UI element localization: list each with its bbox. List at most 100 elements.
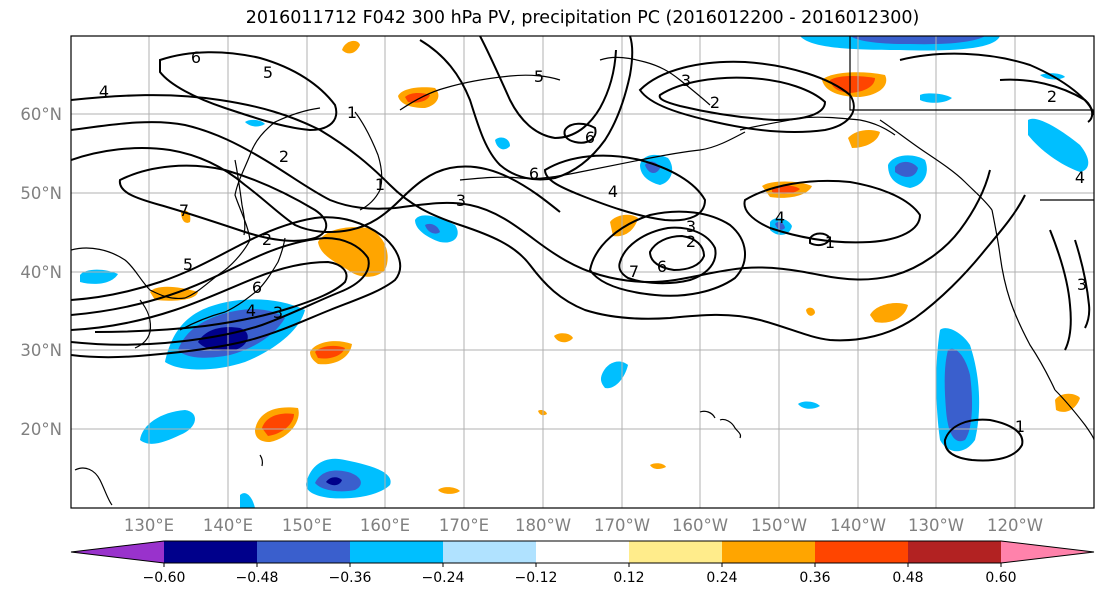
lon-label: 130°E [124,516,174,535]
coastline-mexico [1054,389,1094,441]
pv-contour-north-a [419,36,634,181]
contour-label: 1 [1015,417,1025,436]
lon-label: 180°W [515,516,571,535]
contour-label: 6 [252,278,262,297]
contour-label: 2 [1047,87,1057,106]
contour-label: 3 [273,303,283,322]
lon-label: 170°E [439,516,489,535]
precip-blob-nw-tiny [245,119,265,127]
contour-label: 6 [657,257,667,276]
colorbar: −0.60 −0.48 −0.36 −0.24 −0.12 0.12 0.24 0.36 0.4… [70,540,1095,586]
colorbar-tick-label: −0.36 [329,570,372,586]
contour-label: 4 [608,182,618,201]
map-frame [70,35,1095,509]
colorbar-segment [71,541,164,563]
pv-contour-north-b [479,36,617,140]
precip-blob-pos-tiny-b [438,487,460,494]
precip-blob-pos-mid-inner [315,345,345,359]
contour-label: 2 [710,93,720,112]
precip-blob-kuril-inner [425,223,440,234]
colorbar-segments [70,540,1095,564]
coastline-hawaii [699,410,742,439]
pv-contours [71,36,1094,462]
pv-contour-low-a [588,210,747,297]
lat-label-50n: 50°N [20,184,62,203]
precip-blob-pos-gulf [848,130,880,148]
colorbar-segment [629,541,722,563]
precip-blob-mid-small [495,137,510,150]
coastline-us-west [991,209,1056,391]
precip-blob-sw [140,410,196,444]
contour-label: 1 [375,175,385,194]
contour-label: 4 [246,301,256,320]
contour-label: 7 [179,201,189,220]
lon-label: 130°W [908,516,964,535]
colorbar-segment [722,541,815,563]
colorbar-tick-label: −0.60 [143,570,186,586]
precip-blob-pos-south-inner [262,413,294,436]
lon-label: 140°E [203,516,253,535]
lat-label-20n: 20°N [20,420,62,439]
precip-blob-s-core [326,477,342,486]
pv-contour-jet-3 [71,260,348,333]
colorbar-tick-label: 0.60 [985,570,1016,586]
pv-contour-ak-inner [658,76,827,122]
precip-blob-pos-tiny-e [342,40,360,54]
lon-label: 170°W [594,516,650,535]
coastline-alaska-west [599,56,711,106]
colorbar-tick-label: 0.24 [706,570,737,586]
pv-contour-low-c [648,234,706,272]
colorbar-segment [536,541,629,563]
precip-blob-ne-corner [1028,118,1089,172]
colorbar-tick-label: 0.12 [613,570,644,586]
pv-contour-b [71,121,991,284]
precip-blob-mid [600,361,628,389]
pv-contour-nw-loop [159,51,338,132]
graticule [71,36,1094,508]
lon-label: 160°W [672,516,728,535]
contour-label: 3 [681,71,691,90]
map-title: 2016011712 F042 300 hPa PV, precipitatio… [245,8,920,28]
map-content: 6 5 4 2 1 1 3 5 6 4 2 3 7 6 5 6 4 3 2 6 … [71,36,1094,508]
precip-blob-pos-nw-inner [405,92,430,103]
colorbar-segment [908,541,1001,563]
coastline-bonin [259,454,263,467]
pv-contour-kam-loop [118,164,328,242]
pv-contour-ne-b [999,78,1094,123]
contour-label: 3 [1077,275,1087,294]
contour-label: 4 [1075,168,1085,187]
contour-label: 3 [456,191,466,210]
contour-label: 2 [279,147,289,166]
colorbar-segment [1001,541,1094,563]
colorbar-segment [257,541,350,563]
precip-blob-pos-tiny-a [554,333,573,343]
pv-contour-east-vert-2 [1074,239,1091,329]
precip-blob-pos-tiny-d [806,307,815,316]
pv-contour-a [71,94,1026,342]
contour-label: 7 [629,262,639,281]
pv-contour-gulf [743,179,922,244]
pv-contour-jet [71,216,402,359]
contour-label: 2 [262,230,272,249]
precip-blob-east-small [798,401,820,409]
colorbar-tick-label: 0.36 [799,570,830,586]
contour-labels: 6 5 4 2 1 1 3 5 6 4 2 3 7 6 5 6 4 3 2 6 … [99,48,1087,436]
coastline-siberia [399,74,561,111]
lat-label-60n: 60°N [20,105,62,124]
colorbar-tick-label: 0.48 [892,570,923,586]
contour-label: 6 [191,48,201,67]
precip-blob-bc-inner [895,161,918,177]
precip-blob-east-band-inner [944,348,973,442]
precip-blob-top-band-inner [850,36,985,45]
lon-label: 150°E [282,516,332,535]
coastline-aleutians [459,131,746,181]
precip-blob-npac-small-inner [775,221,785,230]
lat-label-40n: 40°N [20,263,62,282]
lon-label: 140°W [830,516,886,535]
contour-label: 5 [183,255,193,274]
contour-label: 5 [263,63,273,82]
contour-label: 1 [825,233,835,252]
coastline-kamchatka [354,111,383,211]
colorbar-segment [350,541,443,563]
contour-label: 4 [99,82,109,101]
